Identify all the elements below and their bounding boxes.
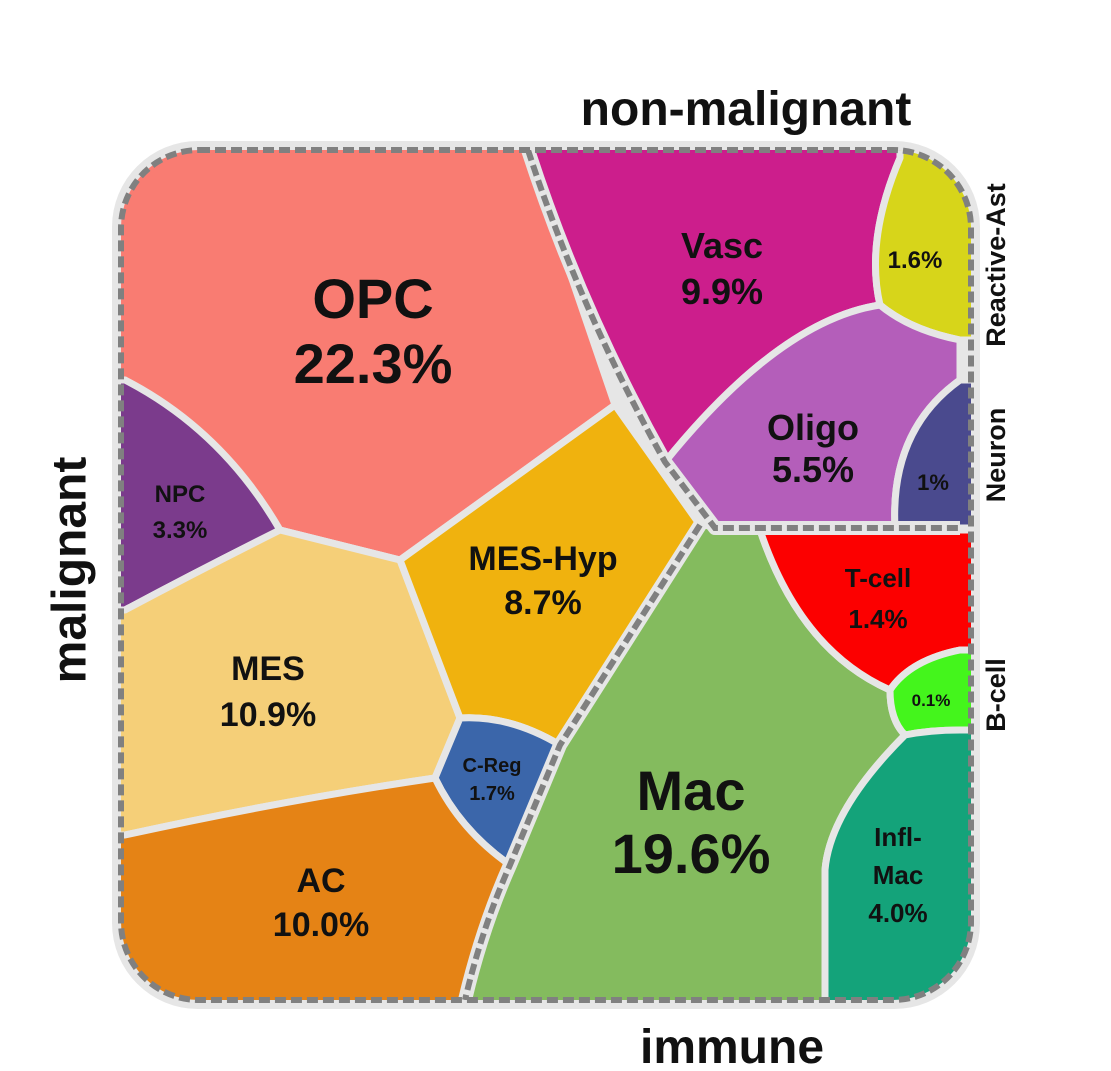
cell-value-ac: 10.0% — [273, 906, 369, 944]
cell-label-ac: AC — [296, 862, 345, 900]
cell-value-mac: 19.6% — [612, 822, 771, 885]
cell-value-reactast: 1.6% — [888, 247, 943, 274]
cell-value-tcell: 1.4% — [848, 604, 907, 634]
cell-label-npc: NPC — [155, 481, 206, 508]
cell-label-mes: MES — [231, 650, 305, 688]
cell-value-opc: 22.3% — [294, 332, 453, 395]
group-label-immune: immune — [640, 1021, 824, 1071]
group-label-malignant: malignant — [44, 457, 97, 684]
cell-value-oligo: 5.5% — [772, 449, 854, 490]
cell-value-inflmac: 4.0% — [868, 898, 927, 928]
cell-value-vasc: 9.9% — [681, 271, 763, 312]
cell-value-bcell: 0.1% — [912, 691, 951, 710]
cell-label-inflmac-line1: Infl- — [874, 822, 922, 852]
cell-value-neuron: 1% — [917, 470, 949, 495]
cell-name-neuron: Neuron — [981, 408, 1011, 503]
frame-outline — [118, 147, 974, 1003]
group-label-nonmalignant: non-malignant — [581, 83, 912, 136]
cell-label-oligo: Oligo — [767, 407, 859, 448]
cell-value-mes: 10.9% — [220, 696, 316, 734]
cell-label-vasc: Vasc — [681, 225, 763, 266]
cell-label-inflmac-line2: Mac — [873, 860, 924, 890]
cell-label-opc: OPC — [312, 267, 433, 330]
boundary-immune — [462, 523, 703, 1000]
cell-name-reactast: Reactive-Ast — [981, 183, 1011, 347]
cell-label-mac: Mac — [637, 759, 746, 822]
boundary-nonmalignant — [525, 150, 960, 531]
cell-label-tcell: T-cell — [845, 563, 911, 593]
cell-name-bcell: B-cell — [981, 658, 1011, 732]
cell-label-creg: C-Reg — [463, 755, 522, 777]
cell-value-meshyp: 8.7% — [504, 584, 582, 622]
cell-value-npc: 3.3% — [153, 517, 208, 544]
cell-label-meshyp: MES-Hyp — [468, 540, 617, 578]
cell-value-creg: 1.7% — [469, 783, 515, 805]
